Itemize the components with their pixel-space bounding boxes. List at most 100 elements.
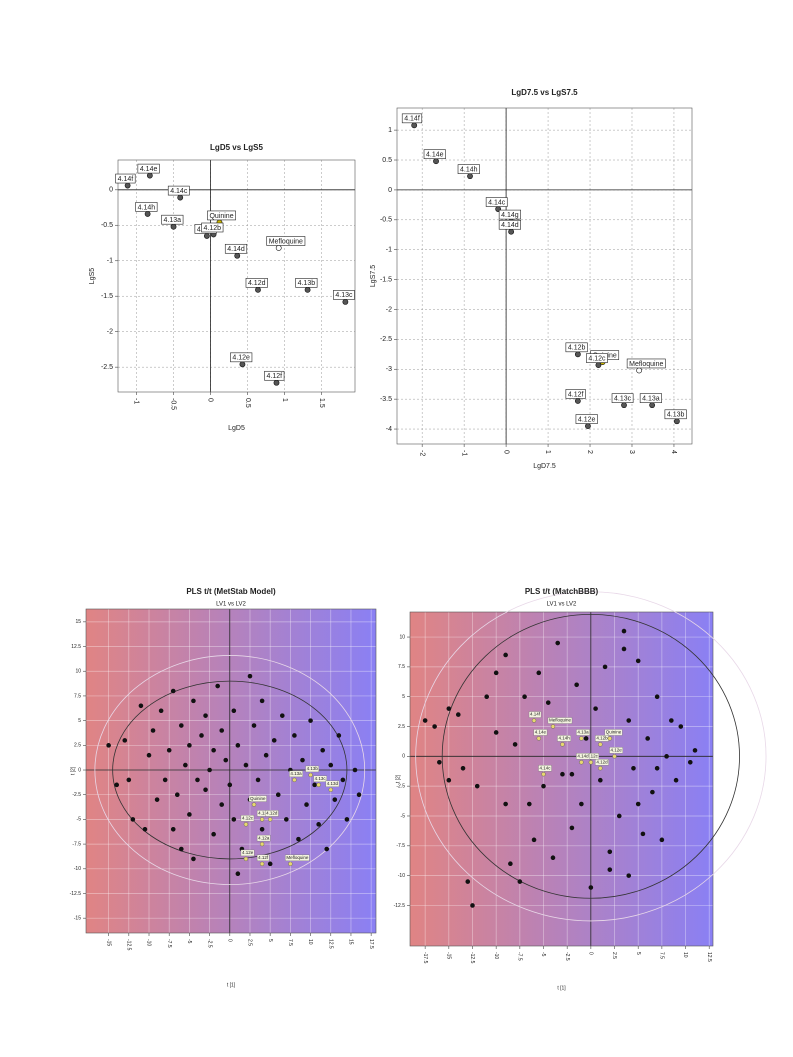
data-point (508, 228, 515, 235)
x-tick-label: -2.5 (564, 952, 570, 961)
x-tick-label: 7.5 (287, 939, 293, 946)
plot-background (86, 609, 376, 933)
y-tick-label: -12.5 (70, 891, 82, 897)
chart-title: PLS t/t (MatchBBB) (525, 587, 599, 596)
data-point (626, 718, 632, 723)
data-point (493, 730, 499, 735)
point-label-box (201, 222, 224, 233)
x-tick-label: -10 (146, 939, 152, 946)
data-point (179, 723, 184, 728)
data-point (585, 423, 591, 429)
x-tick-label: 5 (267, 939, 273, 942)
point-label: 4.12b (204, 225, 222, 232)
highlight-point (531, 718, 537, 723)
point-label: 4.12c (587, 753, 599, 758)
y-tick-label: -0.5 (101, 222, 113, 229)
point-label-box (264, 370, 285, 381)
y-tick-label: 0 (388, 187, 392, 194)
data-point (146, 172, 153, 179)
chart-title: PLS t/t (MetStab Model) (186, 587, 276, 596)
plot-background (410, 612, 713, 946)
data-point (616, 813, 622, 819)
highlight-point (259, 817, 265, 822)
x-tick-label: -2 (418, 450, 425, 456)
data-point (569, 825, 575, 831)
y-tick-label: -2.5 (396, 783, 405, 789)
y-tick-label: -10 (74, 866, 81, 872)
data-point (223, 757, 229, 763)
data-point (588, 885, 594, 890)
point-label: Quinine (250, 796, 266, 801)
data-point (579, 801, 584, 807)
point-label: Mefloquine (286, 855, 309, 860)
data-point (433, 158, 439, 165)
point-label: 4.14g (501, 212, 519, 219)
data-point (275, 245, 282, 251)
data-point (635, 801, 641, 807)
y-tick-label: 15 (75, 619, 81, 625)
data-point (626, 873, 632, 878)
y-tick-label: 1 (388, 127, 392, 134)
point-label: 4.14d (227, 246, 245, 253)
data-point (263, 752, 269, 758)
point-label-box (313, 775, 327, 782)
data-point (673, 418, 680, 425)
data-point (130, 817, 136, 822)
highlight-point (243, 822, 249, 827)
data-point (508, 861, 513, 866)
chart-title: LgD5 vs LgS5 (210, 143, 263, 152)
data-point (114, 782, 119, 788)
x-tick-label: 7.5 (659, 952, 665, 959)
point-label: 4.12f (258, 855, 269, 860)
data-point (292, 733, 297, 738)
x-tick-label: -5 (540, 952, 546, 957)
point-label: 4.14c (540, 765, 552, 770)
data-point (316, 822, 321, 827)
x-tick-label: 12.5 (706, 952, 712, 962)
x-tick-label: 2.5 (247, 939, 253, 946)
data-point (654, 765, 660, 771)
point-label: 4.14e (140, 166, 158, 173)
highlight-point (579, 736, 584, 741)
point-label: 4.14c (170, 188, 188, 195)
x-tick-label: 5 (635, 952, 641, 955)
point-label: 4.12e (242, 850, 254, 855)
point-label-box (528, 711, 542, 718)
point-label-box (565, 342, 588, 353)
x-tick-label: 0.5 (244, 398, 251, 408)
x-tick-label: -12.5 (125, 939, 131, 951)
x-tick-label: -1 (460, 450, 467, 456)
x-tick-label: -1 (133, 398, 140, 404)
data-point (142, 826, 148, 832)
data-point (621, 646, 627, 652)
plot-frame (396, 107, 693, 445)
x-tick-label: -0.5 (170, 398, 177, 410)
point-label: 4.13b (307, 766, 319, 771)
highlight-point (536, 736, 541, 741)
point-label: 4.12c (242, 816, 254, 821)
point-label-box (457, 164, 480, 174)
y-tick-label: 0 (402, 754, 405, 760)
point-label-box (639, 393, 662, 403)
data-point (631, 765, 636, 771)
data-point (146, 752, 152, 758)
data-point (560, 771, 565, 777)
data-point (465, 879, 471, 884)
x-tick-label: -5 (186, 939, 192, 944)
y-tick-label: -3 (386, 366, 392, 373)
data-point (342, 298, 349, 305)
chart-subtitle: LV1 vs LV2 (547, 602, 577, 608)
data-point (219, 728, 225, 733)
y-tick-label: -2 (386, 306, 392, 313)
highlight-point (607, 736, 612, 741)
x-tick-label: -15 (105, 939, 111, 946)
highlight-point (243, 856, 249, 862)
x-tick-label: 1.5 (318, 398, 325, 408)
data-point (154, 797, 160, 802)
point-label: 4.14f (530, 712, 541, 717)
data-point (356, 792, 362, 798)
confidence-ellipse (94, 655, 366, 885)
point-label-box (256, 854, 270, 862)
data-point (598, 777, 603, 783)
